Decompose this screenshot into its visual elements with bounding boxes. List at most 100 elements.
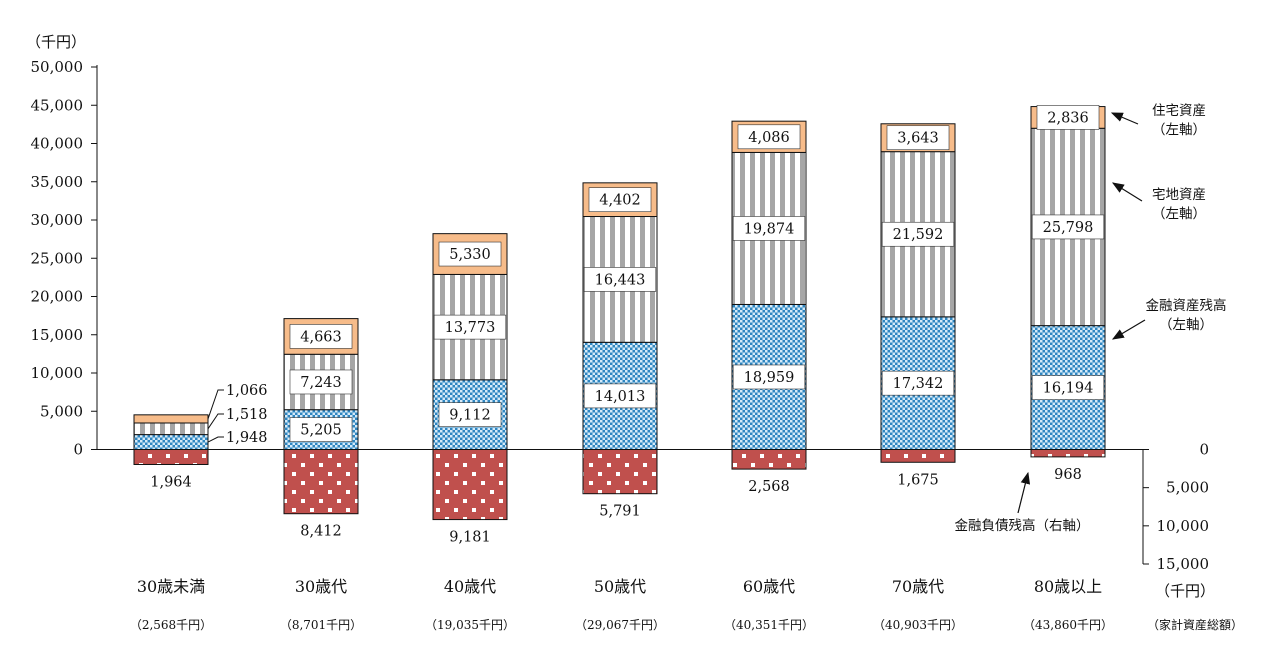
- data-label: 18,959: [744, 370, 795, 386]
- annotation-debt: 金融負債残高（右軸）: [955, 517, 1090, 534]
- annotation-land: 宅地資産: [1152, 187, 1206, 203]
- left-tick-label: 45,000: [31, 96, 84, 114]
- category-label: 60歳代: [743, 577, 795, 596]
- data-label-box: [1036, 105, 1100, 130]
- right-axis-unit: （千円）: [1155, 582, 1215, 600]
- callout-line: [207, 413, 224, 430]
- data-label: 3,643: [897, 131, 939, 147]
- data-label: 4,086: [748, 130, 790, 146]
- data-label-box: [583, 267, 657, 292]
- debt-label: 9,181: [449, 530, 491, 546]
- category-label: 40歳代: [444, 577, 496, 596]
- left-tick-label: 10,000: [31, 364, 84, 382]
- data-label: 17,342: [893, 376, 944, 392]
- annotation-arrow: [1017, 471, 1031, 514]
- annotation-housing: 住宅資産: [1152, 103, 1206, 119]
- bar-financial-debt: [432, 449, 508, 521]
- data-label-box: [438, 241, 502, 267]
- data-label-box: [1031, 214, 1105, 240]
- bar-financial-debt: [133, 449, 209, 465]
- bar-financial-debt: [880, 449, 956, 463]
- bar-financial-debt: [283, 449, 359, 515]
- left-tick-label: 35,000: [31, 173, 84, 191]
- data-label-box: [438, 402, 502, 427]
- bar-financial-debt: [731, 449, 807, 470]
- data-label: 4,402: [599, 193, 641, 209]
- total-assets-label: （40,351千円）: [724, 618, 814, 632]
- data-label-box: [881, 221, 955, 247]
- data-label: 16,194: [1043, 381, 1094, 397]
- bar-financial-debt: [582, 449, 658, 495]
- data-label-box: [433, 314, 507, 340]
- data-label: 25,798: [1043, 220, 1094, 236]
- bar-financial-debt: [1030, 449, 1106, 458]
- total-assets-label: （43,860千円）: [1023, 618, 1113, 632]
- axes: 50,000 45,000 40,000 35,000 30,000 25,000 20,0…: [31, 58, 1210, 573]
- annotation-housing: （左軸）: [1152, 122, 1206, 138]
- data-label: 5,330: [449, 247, 491, 263]
- left-tick-label: 15,000: [31, 326, 84, 344]
- annotation-land: （左軸）: [1152, 206, 1206, 222]
- left-tick-label: 50,000: [31, 58, 84, 76]
- annotations: 住宅資産 （左軸） 宅地資産 （左軸） 金融資産残高 （左軸） 金融負債残高（右軸）: [955, 103, 1227, 534]
- data-label-box: [289, 417, 353, 442]
- annotation-financial: （左軸）: [1159, 317, 1213, 333]
- data-label-box: [588, 187, 652, 212]
- data-label-box: [583, 383, 657, 409]
- total-assets-caption: （家計資産総額）: [1147, 617, 1243, 632]
- total-assets-label: （8,701千円）: [280, 618, 362, 632]
- debt-label: 5,791: [599, 504, 641, 520]
- category-label: 70歳代: [892, 577, 944, 596]
- total-assets-label: （29,067千円）: [575, 618, 665, 632]
- data-label: 5,205: [300, 423, 342, 439]
- debt-label: 1,964: [150, 474, 192, 490]
- left-tick-label: 5,000: [40, 402, 83, 420]
- callout-line: [207, 389, 224, 420]
- debt-label: 2,568: [748, 479, 790, 495]
- data-label: 2,836: [1047, 110, 1089, 126]
- category-label: 50歳代: [594, 577, 646, 596]
- data-label: 1,518: [226, 407, 268, 423]
- data-label: 7,243: [300, 375, 342, 391]
- annotation-financial: 金融資産残高: [1146, 297, 1227, 314]
- data-label: 1,948: [226, 430, 268, 446]
- bar-financial-assets: [133, 434, 209, 451]
- total-assets-label: （19,035千円）: [425, 618, 515, 632]
- data-label-box: [289, 369, 353, 395]
- bar-housing-assets: [133, 414, 209, 424]
- data-label: 4,663: [300, 329, 342, 345]
- data-label: 13,773: [445, 320, 496, 336]
- data-label: 1,066: [226, 383, 268, 399]
- category-label: 30歳未満: [137, 577, 205, 596]
- data-label: 16,443: [595, 272, 646, 288]
- data-label: 9,112: [449, 408, 491, 424]
- data-label-box: [1031, 375, 1105, 400]
- bars: [133, 106, 1106, 521]
- data-label: 21,592: [893, 227, 944, 243]
- data-label-box: [732, 216, 806, 241]
- left-tick-label: 30,000: [31, 211, 84, 229]
- right-tick-label: 15,000: [1157, 555, 1210, 573]
- data-label-box: [881, 370, 955, 396]
- category-label: 30歳代: [295, 577, 347, 596]
- debt-label: 1,675: [897, 472, 939, 488]
- left-tick-label: 40,000: [31, 135, 84, 153]
- left-tick-label: 20,000: [31, 288, 84, 306]
- debt-label: 968: [1054, 467, 1082, 483]
- data-label: 14,013: [595, 389, 646, 405]
- category-label: 80歳以上: [1034, 577, 1102, 596]
- data-label-box: [886, 125, 950, 151]
- data-label-box: [737, 124, 801, 150]
- right-tick-label: 5,000: [1166, 479, 1209, 497]
- left-axis-unit: （千円）: [26, 33, 86, 51]
- annotation-arrow: [1111, 182, 1143, 202]
- data-label-box: [732, 364, 806, 390]
- data-labels: 1,066 1,518 1,948 1,964 5,205 7,243 4,663 8,412…: [150, 105, 1105, 546]
- annotation-arrow: [1111, 319, 1146, 340]
- right-tick-label: 0: [1199, 441, 1209, 459]
- left-tick-label: 25,000: [31, 249, 84, 267]
- data-label-box: [289, 324, 353, 349]
- right-tick-label: 10,000: [1157, 517, 1210, 535]
- category-labels: 30歳未満 （2,568千円） 30歳代 （8,701千円） 40歳代 （19,035千円…: [130, 577, 1243, 632]
